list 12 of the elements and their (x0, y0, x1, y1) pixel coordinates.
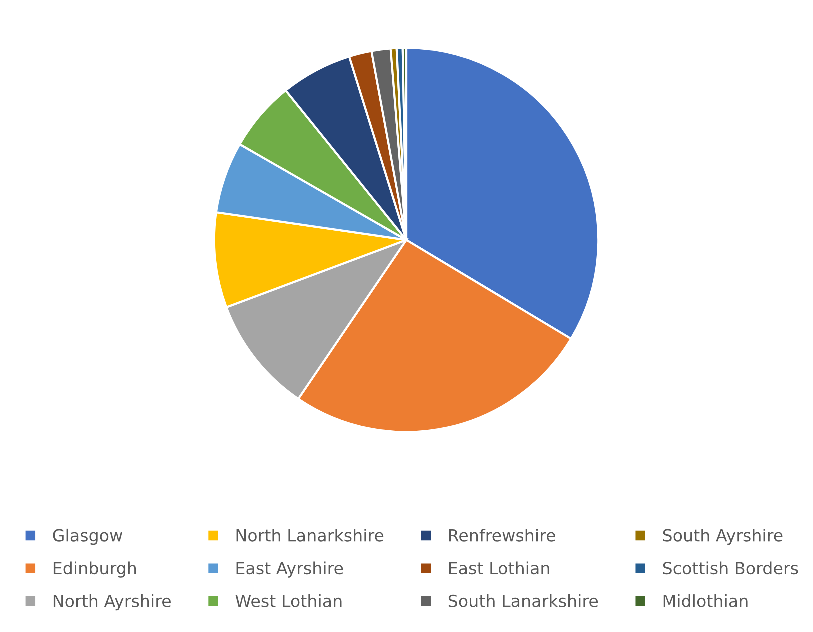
legend-label: Renfrewshire (449, 528, 556, 542)
legend-label: Midlothian (664, 594, 748, 608)
legend-label: South Lanarkshire (448, 594, 598, 608)
legend-label: Edinburgh (54, 562, 136, 578)
legend-label: North Ayrshire (54, 594, 171, 611)
legend-label: Scottish Borders (663, 562, 798, 575)
legend-label: Glasgow (53, 528, 122, 546)
legend-label: West Lothian (236, 594, 342, 608)
legend-label: South Ayrshire (663, 528, 783, 546)
legend-label: North Lanarkshire (236, 528, 384, 542)
legend-label: East Lothian (449, 562, 550, 575)
legend-label: East Ayrshire (236, 562, 344, 578)
